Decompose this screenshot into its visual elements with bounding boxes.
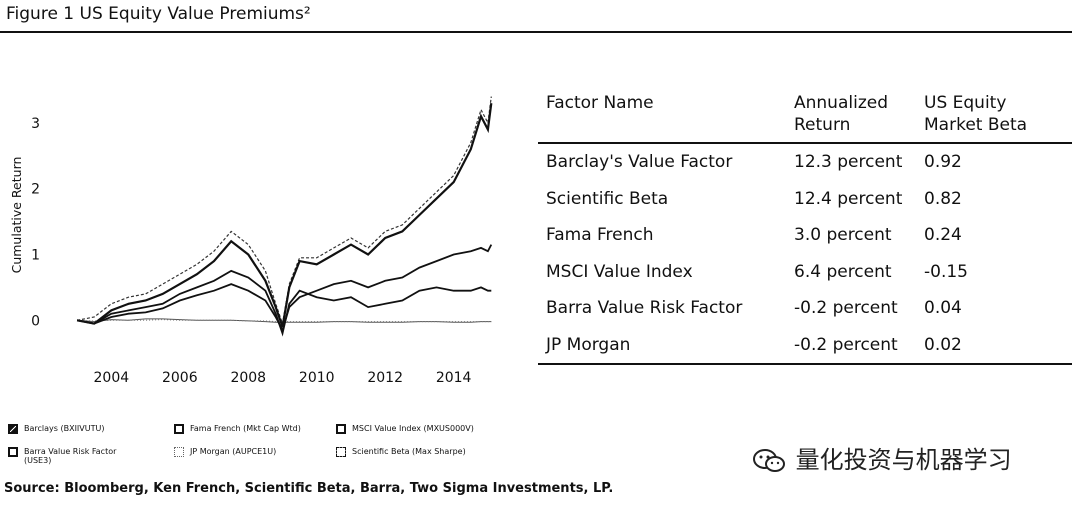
- legend-swatch-barra: [8, 447, 18, 457]
- header-annualized-return: Annualized Return: [786, 86, 916, 144]
- series-line-barra: [77, 318, 492, 323]
- annualized-return: 6.4 percent: [794, 261, 892, 282]
- legend-swatch-fama-french: [174, 424, 184, 434]
- factor-name: Barclay's Value Factor: [546, 152, 733, 172]
- series-line-fama: [76, 244, 493, 333]
- x-tick-label: 2014: [436, 370, 472, 386]
- table-row: JP Morgan -0.2 percent 0.02: [538, 326, 1072, 365]
- header-factor-name: Factor Name: [538, 86, 786, 144]
- market-beta: 0.82: [924, 188, 962, 209]
- x-tick-label: 2010: [299, 370, 335, 386]
- x-tick-label: 2006: [162, 370, 198, 386]
- table-row: Barra Value Risk Factor -0.2 percent 0.0…: [538, 290, 1072, 327]
- annualized-return: 12.4 percent: [794, 188, 903, 209]
- factor-table: Factor Name Annualized Return US Equity …: [538, 86, 1072, 365]
- watermark-text: 量化投资与机器学习: [795, 446, 1012, 474]
- y-tick-label: 2: [31, 182, 40, 198]
- market-beta: 0.24: [924, 225, 962, 245]
- annualized-return: 12.3 percent: [794, 152, 903, 172]
- legend-label: JP Morgan (AUPCE1U): [190, 447, 277, 456]
- legend-swatch-msci: [336, 424, 346, 434]
- annualized-return: -0.2 percent: [794, 298, 898, 318]
- cumulative-return-chart: Cumulative Return 0 1 2 3 2004 2006 2008 2010 201…: [9, 96, 493, 386]
- legend-label: Fama French (Mkt Cap Wtd): [190, 424, 301, 433]
- factor-name: Scientific Beta: [546, 188, 669, 209]
- series-line-barclays: [76, 103, 493, 328]
- annualized-return: 3.0 percent: [794, 225, 892, 245]
- market-beta: 0.92: [924, 152, 962, 172]
- legend-label: Scientific Beta (Max Sharpe): [352, 447, 466, 456]
- table-row: Fama French 3.0 percent 0.24: [538, 217, 1072, 254]
- market-beta: -0.15: [924, 261, 968, 282]
- annualized-return: -0.2 percent: [786, 326, 916, 365]
- x-tick-label: 2012: [367, 370, 403, 386]
- factor-name: MSCI Value Index: [546, 261, 693, 282]
- series-line-scientific: [76, 96, 492, 324]
- legend-swatch-jp-morgan: [174, 447, 184, 457]
- source-note: Source: Bloomberg, Ken French, Scientifi…: [4, 481, 614, 496]
- x-tick-label: 2008: [230, 370, 266, 386]
- factor-name: JP Morgan: [538, 326, 786, 365]
- table-row: Barclay's Value Factor 12.3 percent 0.92: [538, 143, 1072, 181]
- table-row: Scientific Beta 12.4 percent 0.82: [538, 181, 1072, 218]
- x-tick-label: 2004: [94, 370, 130, 386]
- y-tick-label: 0: [31, 313, 40, 329]
- legend-swatch-scientific-beta: [336, 447, 346, 457]
- y-axis-label: Cumulative Return: [9, 157, 24, 274]
- title-divider: [0, 31, 1072, 33]
- legend-label: Barclays (BXIIVUTU): [24, 424, 105, 433]
- market-beta: 0.04: [924, 298, 962, 318]
- y-tick-label: 1: [31, 247, 40, 263]
- watermark: 量化投资与机器学习: [752, 440, 1012, 475]
- wechat-icon: [753, 449, 785, 472]
- factor-name: Fama French: [546, 225, 654, 245]
- market-beta: 0.02: [916, 326, 1072, 365]
- legend-swatch-barclays: [8, 424, 18, 434]
- factor-name: Barra Value Risk Factor: [546, 298, 743, 318]
- y-tick-label: 3: [31, 116, 40, 132]
- legend-label: Barra Value Risk Factor (USE3): [24, 447, 117, 465]
- figure-title: Figure 1 US Equity Value Premiums²: [6, 4, 311, 24]
- series-line-msci: [76, 269, 492, 337]
- header-market-beta: US Equity Market Beta: [916, 86, 1072, 144]
- table-row: MSCI Value Index 6.4 percent -0.15: [538, 254, 1072, 291]
- legend-label: MSCI Value Index (MXUS000V): [352, 424, 474, 433]
- table-header-row: Factor Name Annualized Return US Equity …: [538, 86, 1072, 144]
